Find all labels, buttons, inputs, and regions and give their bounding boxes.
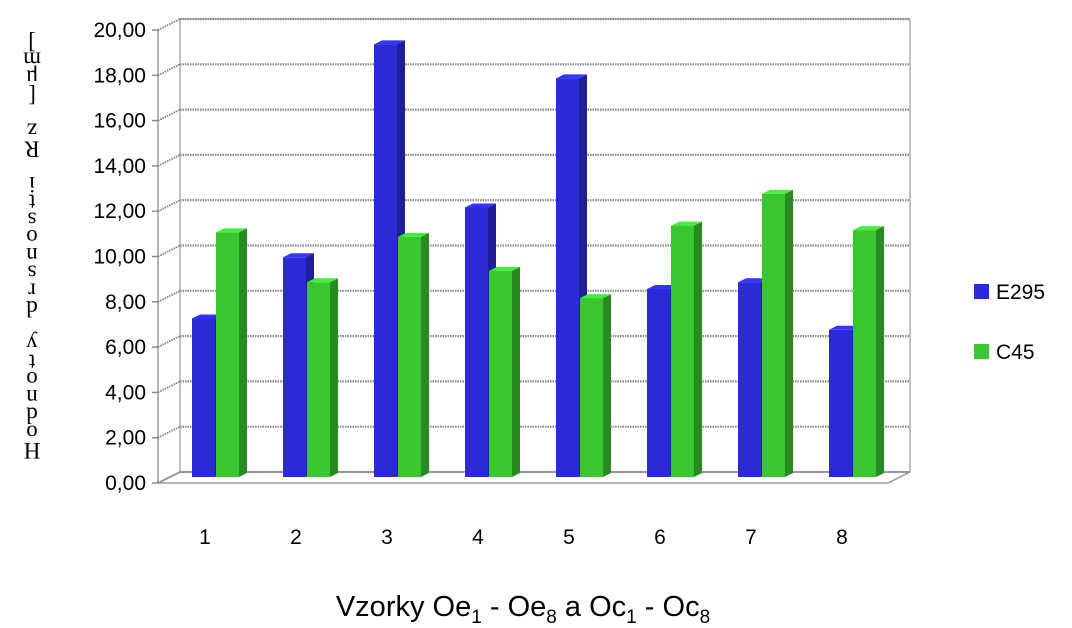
bar-C45-2: [307, 278, 338, 477]
svg-text:]: ]: [28, 30, 36, 55]
x-tick-label: 2: [290, 526, 302, 549]
bar-C45-5: [580, 294, 611, 477]
x-axis-ticks: 1 2 3 4 5 6 7 8: [199, 526, 848, 549]
bar-C45-4: [489, 267, 520, 477]
y-tick-label: 6,00: [105, 336, 146, 359]
y-tick-label: 12,00: [93, 200, 146, 223]
bar-C45-7: [762, 190, 793, 477]
x-tick-label: 6: [654, 526, 666, 549]
svg-text:y: y: [26, 332, 38, 357]
legend-swatch: [974, 344, 989, 359]
legend-label: C45: [996, 341, 1035, 364]
y-axis-ticks: 0,00 2,00 4,00 6,00 8,00 10,00 12,00 14,00 16,00…: [93, 19, 158, 495]
x-tick-label: 1: [199, 526, 211, 549]
x-tick-label: 5: [563, 526, 575, 549]
x-tick-label: 8: [836, 526, 848, 549]
svg-text:i: i: [29, 172, 35, 197]
y-tick-label: 2,00: [105, 427, 146, 450]
svg-text:z: z: [27, 119, 37, 144]
bar-C45-8: [853, 226, 884, 477]
x-axis-title: Vzorky Oe1 - Oe8 a Oc1 - Oc8: [336, 591, 710, 628]
bar-C45-3: [398, 233, 429, 477]
x-tick-label: 3: [381, 526, 393, 549]
bar-C45-1: [216, 228, 247, 477]
legend-item-C45: C45: [974, 341, 1035, 364]
y-tick-label: 4,00: [105, 381, 146, 404]
bar-C45-6: [671, 222, 702, 477]
x-tick-label: 4: [472, 526, 484, 549]
y-tick-label: 14,00: [93, 155, 146, 178]
y-tick-label: 10,00: [93, 246, 146, 269]
chart-walls: [158, 19, 910, 483]
x-tick-label: 7: [745, 526, 757, 549]
legend-swatch: [974, 284, 989, 299]
y-tick-label: 20,00: [93, 19, 146, 42]
legend: E295 C45: [974, 281, 1045, 364]
y-tick-label: 18,00: [93, 64, 146, 87]
y-tick-label: 8,00: [105, 291, 146, 314]
legend-label: E295: [996, 281, 1045, 304]
y-tick-label: 0,00: [105, 472, 146, 495]
legend-item-E295: E295: [974, 281, 1045, 304]
y-tick-label: 16,00: [93, 110, 146, 133]
